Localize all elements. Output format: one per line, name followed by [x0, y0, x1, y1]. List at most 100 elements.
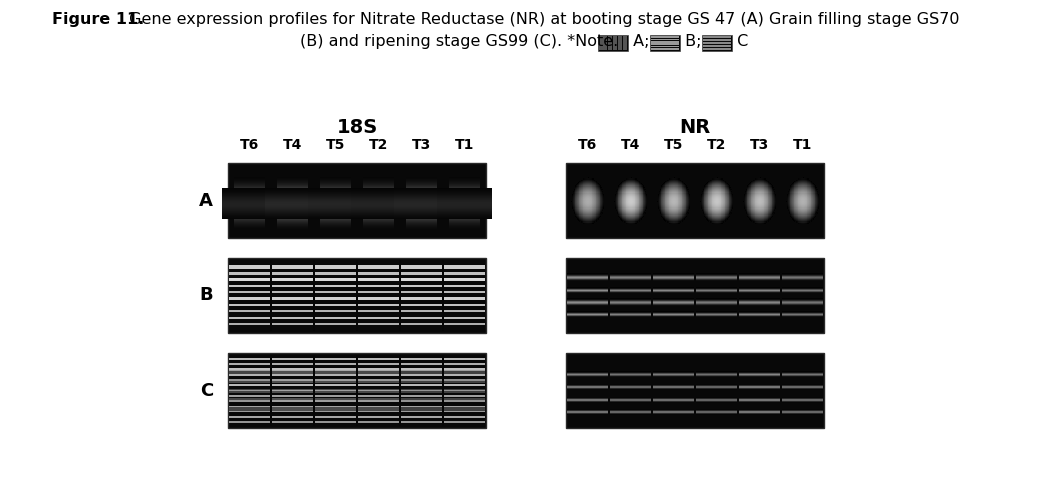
Bar	[730, 205, 731, 207]
Bar	[222, 209, 277, 210]
Bar	[595, 195, 596, 196]
Bar	[644, 206, 645, 208]
Bar	[710, 184, 711, 186]
Bar	[667, 216, 669, 217]
Bar	[757, 181, 759, 183]
Bar	[669, 206, 670, 208]
Bar	[815, 198, 816, 200]
Bar	[407, 194, 437, 195]
Bar	[758, 187, 760, 188]
Bar	[660, 190, 661, 192]
Bar	[675, 192, 676, 194]
Bar	[407, 178, 437, 179]
Bar	[320, 221, 351, 222]
Bar	[676, 207, 677, 209]
Bar	[407, 182, 437, 183]
Bar	[635, 223, 636, 224]
Bar	[696, 304, 737, 305]
Bar	[760, 214, 761, 216]
Bar	[588, 214, 589, 216]
Bar	[709, 189, 710, 190]
Bar	[631, 211, 632, 213]
Bar	[579, 189, 580, 190]
Bar	[620, 208, 621, 210]
Bar	[764, 206, 765, 208]
Bar	[753, 189, 756, 190]
Bar	[792, 191, 793, 193]
Bar	[766, 208, 767, 210]
Bar	[707, 191, 709, 193]
Bar	[711, 204, 712, 206]
Bar	[720, 196, 721, 198]
Bar	[726, 210, 727, 211]
Bar	[626, 204, 627, 206]
Bar	[812, 203, 813, 205]
Bar	[762, 208, 763, 210]
Bar	[661, 216, 663, 217]
Bar	[712, 205, 713, 207]
Bar	[222, 194, 277, 195]
Bar	[632, 189, 633, 190]
Bar	[711, 219, 712, 221]
Bar	[645, 191, 646, 193]
Bar	[715, 189, 716, 190]
Bar	[633, 210, 634, 211]
Bar	[641, 204, 642, 206]
Bar	[787, 193, 789, 195]
Bar	[669, 183, 670, 185]
Bar	[715, 197, 716, 199]
Bar	[578, 218, 579, 220]
Bar	[229, 389, 270, 393]
Bar	[796, 183, 797, 185]
Bar	[351, 218, 407, 219]
Bar	[642, 199, 643, 201]
Bar	[637, 196, 638, 198]
Bar	[659, 206, 661, 208]
Bar	[811, 197, 812, 199]
Bar	[653, 374, 694, 375]
Bar	[705, 204, 706, 206]
Bar	[641, 187, 642, 189]
Bar	[721, 205, 723, 207]
Bar	[802, 220, 803, 222]
Bar	[663, 193, 665, 195]
Bar	[800, 213, 802, 215]
Bar	[753, 202, 756, 204]
Bar	[678, 223, 679, 224]
Bar	[714, 212, 715, 214]
Bar	[637, 198, 640, 200]
Bar	[582, 180, 583, 181]
Bar	[596, 193, 597, 195]
Bar	[752, 190, 753, 192]
Bar	[582, 216, 583, 217]
Bar	[810, 218, 811, 220]
Bar	[793, 187, 794, 189]
Bar	[716, 186, 717, 187]
Bar	[277, 210, 308, 211]
Bar	[676, 205, 677, 207]
Bar	[624, 212, 625, 214]
Bar	[587, 214, 588, 216]
Bar	[584, 214, 585, 216]
Bar	[617, 199, 618, 201]
Bar	[277, 221, 308, 222]
Bar	[808, 193, 810, 195]
Bar	[686, 208, 687, 210]
Bar	[664, 217, 665, 219]
Bar	[633, 186, 634, 187]
Bar	[774, 195, 776, 196]
Bar	[701, 201, 702, 202]
Bar	[800, 196, 803, 198]
Bar	[714, 208, 716, 210]
Bar	[363, 216, 394, 217]
Bar	[739, 311, 780, 312]
Bar	[641, 195, 643, 196]
Bar	[640, 210, 641, 211]
Bar	[673, 184, 674, 186]
Bar	[594, 181, 595, 183]
Bar	[363, 217, 394, 218]
Bar	[683, 210, 684, 211]
Bar	[722, 207, 723, 209]
Bar	[594, 204, 596, 206]
Bar	[637, 187, 640, 189]
